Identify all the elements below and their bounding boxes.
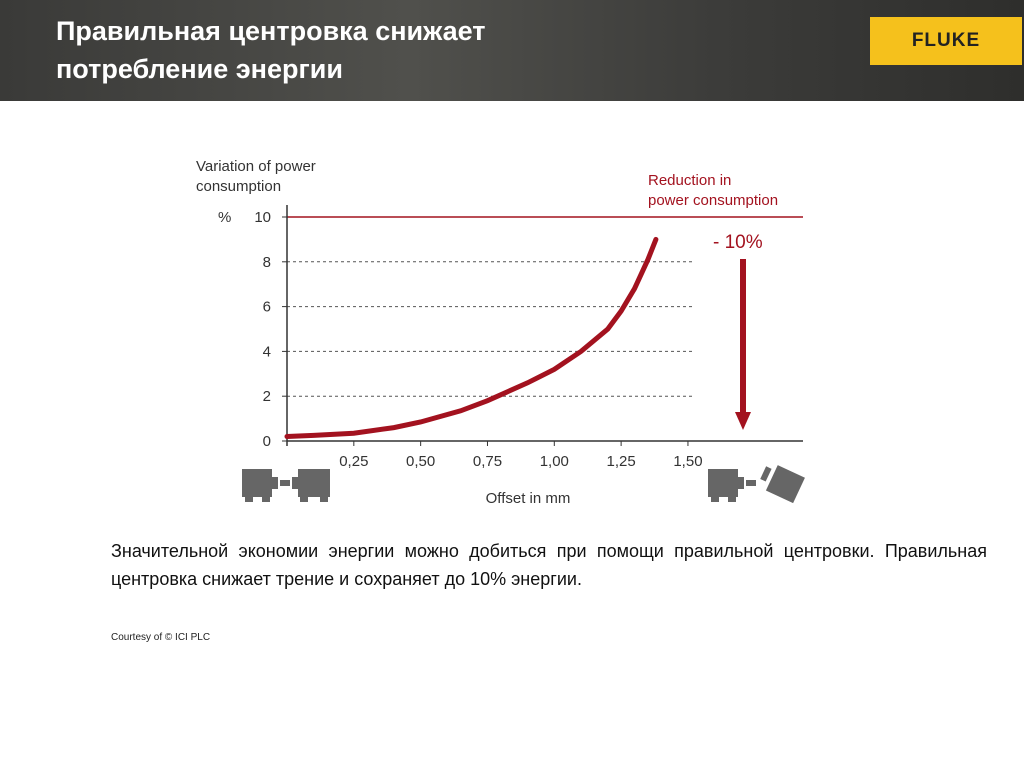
x-tick-label: 0,50 <box>406 453 435 470</box>
y-tick-label: 6 <box>263 299 271 316</box>
annotation-value: - 10% <box>713 232 763 253</box>
header-banner: Правильная центровка снижает потребление… <box>0 0 1024 101</box>
body-paragraph: Значительной экономии энергии можно доби… <box>111 541 987 589</box>
logo-text: FLUKE <box>911 30 981 51</box>
y-tick-label: 2 <box>263 388 271 405</box>
y-axis-title-line2: consumption <box>196 178 281 195</box>
x-tick-label: 0,25 <box>339 453 368 470</box>
y-tick-label: 10 <box>254 209 271 226</box>
fluke-logo: FLUKE <box>870 17 1022 65</box>
x-axis-title: Offset in mm <box>486 490 571 507</box>
y-unit-label: % <box>218 209 231 226</box>
slide-title: Правильная центровка снижает потребление… <box>56 16 486 84</box>
annotation-label-line1: Reduction in <box>648 172 731 189</box>
x-tick-label: 0,75 <box>473 453 502 470</box>
y-tick-label: 0 <box>263 433 271 450</box>
x-tick-label: 1,50 <box>673 453 702 470</box>
x-tick-label: 1,00 <box>540 453 569 470</box>
y-tick-label: 8 <box>263 254 271 271</box>
series-line <box>284 236 659 439</box>
reduction-arrow-head <box>735 412 751 430</box>
x-tick-label: 1,25 <box>607 453 636 470</box>
reduction-arrow-shaft <box>740 259 746 414</box>
annotation-label-line2: power consumption <box>648 192 778 209</box>
y-tick-label: 4 <box>263 343 271 360</box>
misaligned-machines-icon <box>708 465 805 504</box>
courtesy-note: Courtesy of © ICI PLC <box>111 632 211 643</box>
aligned-machines-icon <box>242 469 330 502</box>
y-axis-title-line1: Variation of power <box>196 158 316 175</box>
